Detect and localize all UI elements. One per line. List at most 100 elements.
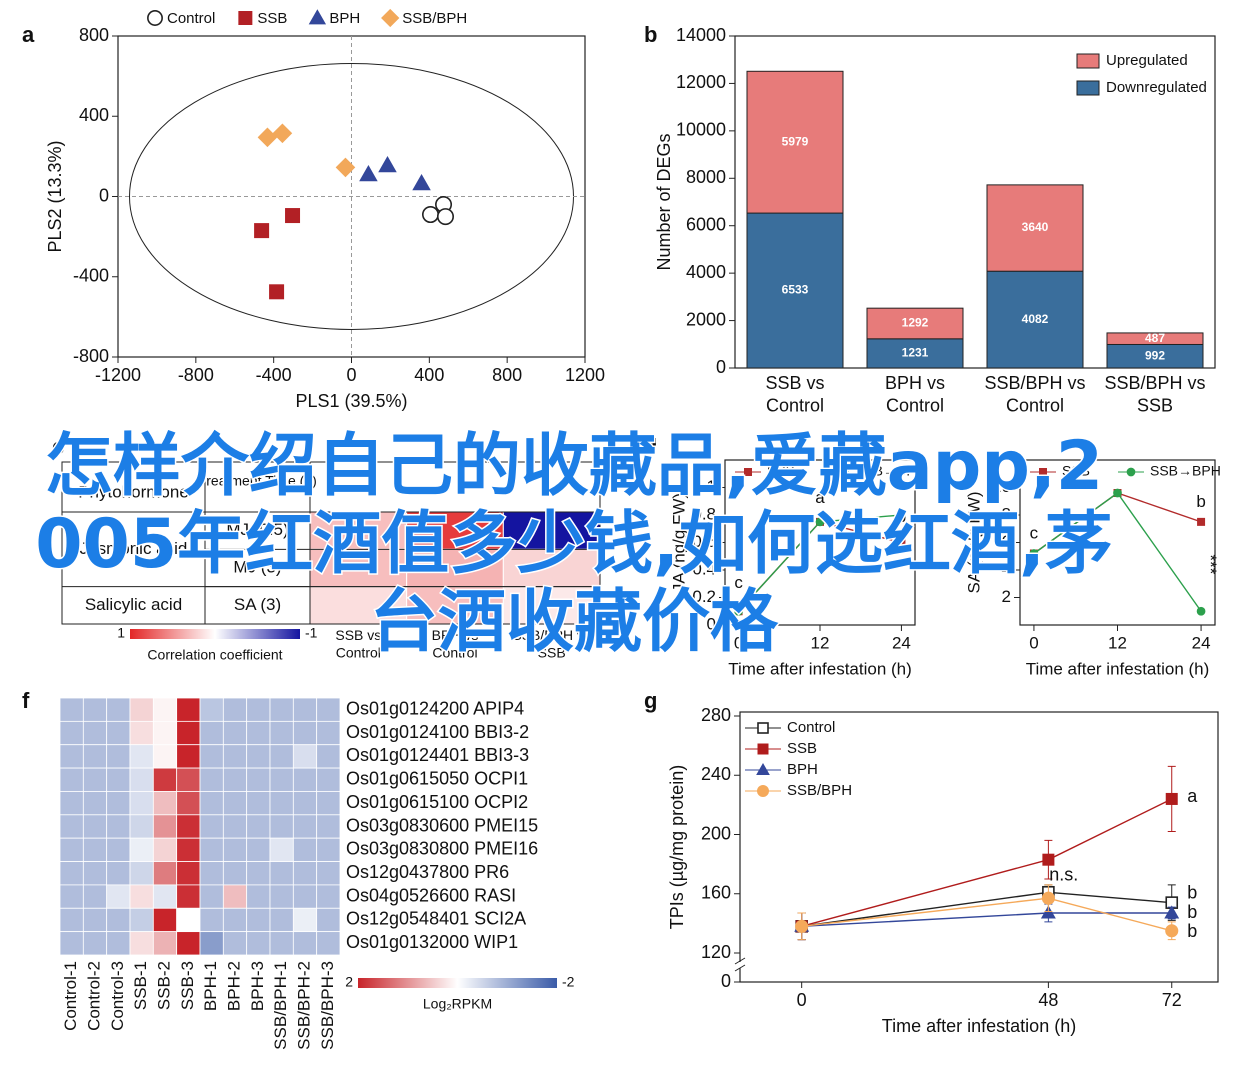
x-tick-label: -1200	[95, 365, 141, 385]
heat-cell	[82, 884, 108, 909]
heat-cell	[129, 861, 154, 886]
group-label: Jasmonic acid	[80, 539, 188, 558]
heat-cell	[269, 697, 294, 722]
legend-label: BPH	[787, 761, 818, 778]
heat-cell	[129, 744, 154, 769]
x-tick-label: -400	[256, 365, 292, 385]
x-tick-label: SSB/BPH vs Control	[984, 373, 1085, 416]
heat-cell	[199, 907, 224, 933]
y-tick-label: 1	[707, 477, 716, 496]
marker	[1029, 549, 1039, 558]
heat-cell	[176, 884, 201, 909]
heat-cell	[502, 511, 601, 550]
marker	[897, 538, 906, 547]
row-label: Os03g0830800 PMEI16	[346, 839, 538, 859]
legend-label: SSB	[257, 10, 287, 27]
row-label: Os01g0124200 APIP4	[346, 698, 524, 718]
legend-marker	[147, 10, 163, 26]
x-tick-label: -800	[178, 365, 214, 385]
heat-cell	[59, 837, 84, 862]
annotation: a	[1187, 786, 1198, 806]
legend-label: Control	[787, 719, 835, 736]
y-tick-label: 0.4	[692, 559, 716, 578]
marker	[734, 606, 743, 616]
heat-cell	[106, 814, 131, 839]
heat-cell	[222, 791, 248, 816]
marker	[412, 174, 431, 191]
x-tick-label: 24	[892, 633, 911, 652]
column-label: SSB/BPH-1	[271, 961, 290, 1050]
legend-marker	[238, 11, 253, 25]
heat-cell	[176, 814, 201, 839]
row-label: SA (3)	[234, 595, 281, 614]
y-tick-label: 0	[721, 971, 731, 991]
marker	[1164, 905, 1180, 919]
y-tick-label: 240	[701, 764, 731, 784]
heat-cell	[199, 720, 224, 746]
heat-cell	[59, 907, 84, 933]
y-tick-label: 800	[79, 25, 109, 45]
overlay-title: 怎样介绍自己的收藏品,爱藏app,2005年红酒值多少钱,如何选红酒,茅台酒收藏…	[34, 426, 1115, 663]
y-tick-label: 4	[1002, 559, 1011, 578]
heat-cell	[152, 907, 178, 933]
heat-cell	[129, 767, 154, 792]
heat-cell	[269, 744, 294, 769]
colorbar-label: Log₂RPKM	[423, 996, 492, 1012]
y-tick-label: 0	[707, 614, 716, 633]
column-label: BPH vs Control	[432, 627, 479, 661]
heat-cell	[222, 767, 248, 792]
bar-value-label: 4082	[1022, 312, 1049, 326]
heat-cell	[59, 791, 84, 816]
y-tick-label: 6	[1002, 532, 1011, 551]
legend-marker	[757, 785, 769, 797]
heat-cell	[152, 931, 178, 956]
heat-cell	[82, 744, 108, 769]
colorbar-tick-label: 2	[345, 974, 353, 990]
heat-cell	[222, 861, 248, 886]
row-label: Os03g0830600 PMEI15	[346, 815, 538, 835]
heat-cell	[59, 697, 84, 722]
heat-cell	[502, 548, 601, 588]
heat-cell	[82, 861, 108, 886]
marker	[285, 208, 301, 224]
heat-cell	[152, 744, 178, 769]
x-tick-label: 48	[1038, 990, 1058, 1010]
heat-cell	[316, 814, 341, 839]
x-tick-label: 1200	[565, 365, 605, 385]
legend-label: SSB/BPH	[787, 782, 852, 799]
heat-cell	[222, 720, 248, 746]
bar-segment	[986, 184, 1084, 272]
marker	[272, 123, 293, 144]
heat-cell	[176, 697, 201, 722]
heat-cell	[129, 697, 154, 722]
marker	[335, 157, 356, 178]
marker	[1197, 517, 1206, 526]
x-tick-label: 72	[1162, 990, 1182, 1010]
y-tick-label: 8000	[686, 167, 726, 187]
colorbar	[358, 978, 557, 988]
legend-marker	[381, 8, 400, 28]
legend-swatch	[1076, 80, 1100, 96]
panel-label: d	[644, 434, 657, 459]
heat-cell	[292, 791, 318, 816]
heat-cell	[292, 884, 318, 909]
heat-cell	[199, 814, 224, 839]
x-tick-label: 12	[811, 633, 830, 652]
heat-cell	[152, 884, 178, 909]
heat-cell	[106, 720, 131, 746]
y-tick-label: 120	[701, 942, 731, 962]
plot-frame	[739, 711, 1219, 983]
heat-cell	[106, 861, 131, 886]
heat-cell	[222, 744, 248, 769]
legend-marker	[831, 467, 841, 477]
annotation: c	[1030, 524, 1039, 543]
heat-cell	[106, 884, 131, 909]
y-tick-label: 10	[992, 477, 1011, 496]
heat-cell	[316, 907, 341, 933]
heat-cell	[59, 931, 84, 956]
heat-cell	[152, 837, 178, 862]
heat-cell	[292, 814, 318, 839]
y-tick-label: 0.2	[692, 587, 716, 606]
